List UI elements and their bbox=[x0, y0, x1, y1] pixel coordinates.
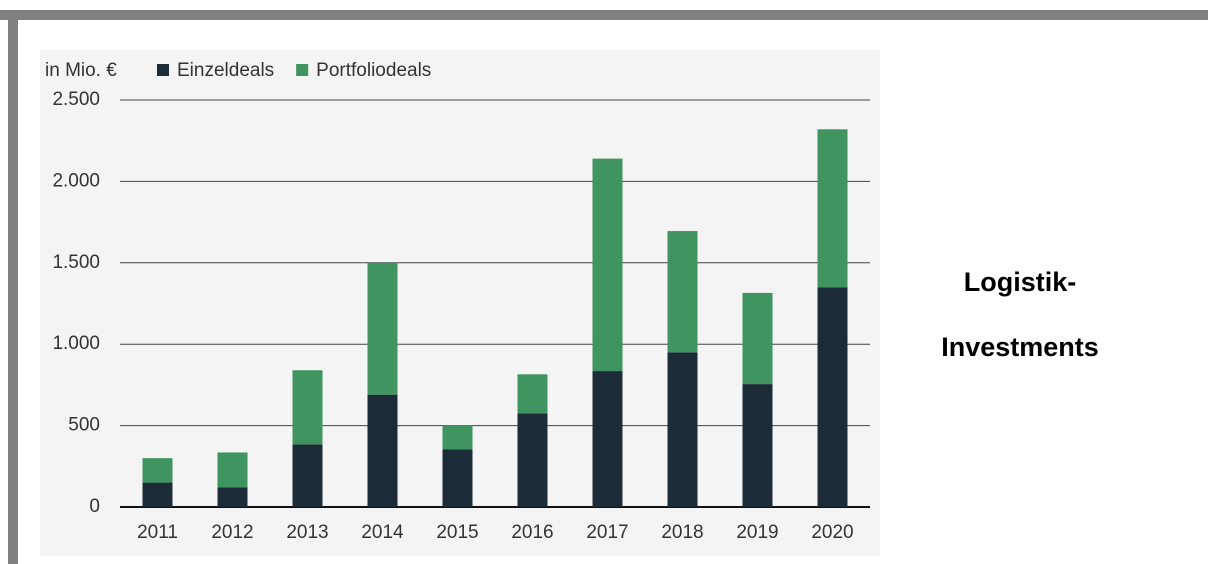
bar-segment bbox=[442, 449, 473, 507]
x-tick-label: 2012 bbox=[211, 522, 253, 543]
x-tick-label: 2020 bbox=[811, 522, 853, 543]
bar-segment bbox=[592, 158, 623, 372]
x-tick-label: 2018 bbox=[661, 522, 703, 543]
y-tick-label: 1.500 bbox=[52, 252, 100, 273]
legend-label: Einzeldeals bbox=[177, 60, 274, 81]
bar-segment bbox=[742, 384, 773, 507]
legend-label: Portfoliodeals bbox=[316, 60, 431, 81]
bar-segment bbox=[142, 458, 173, 483]
top-border bbox=[0, 10, 1208, 20]
y-tick-label: 2.500 bbox=[52, 89, 100, 110]
bar-segment bbox=[742, 292, 773, 385]
bar-segment bbox=[217, 452, 248, 488]
left-border bbox=[8, 10, 18, 564]
bar-segment bbox=[217, 487, 248, 507]
bar-segment bbox=[142, 482, 173, 507]
bar-segment bbox=[817, 129, 848, 288]
bar-segment bbox=[517, 413, 548, 507]
y-tick-label: 0 bbox=[89, 496, 100, 517]
legend-swatch bbox=[296, 64, 309, 76]
y-axis-label: in Mio. € bbox=[45, 60, 117, 81]
side-title: Investments bbox=[941, 332, 1099, 362]
x-tick-label: 2013 bbox=[286, 522, 328, 543]
bar-segment bbox=[442, 425, 473, 450]
x-tick-label: 2016 bbox=[511, 522, 553, 543]
side-title: Logistik- bbox=[964, 267, 1077, 297]
bar-segment bbox=[592, 371, 623, 507]
y-tick-label: 2.000 bbox=[52, 170, 100, 191]
bar-segment bbox=[667, 352, 698, 507]
x-tick-label: 2014 bbox=[361, 522, 404, 543]
legend-swatch bbox=[157, 64, 169, 76]
y-tick-label: 1.000 bbox=[52, 333, 100, 354]
bar-segment bbox=[367, 394, 398, 507]
x-tick-label: 2019 bbox=[736, 522, 778, 543]
x-tick-label: 2011 bbox=[137, 522, 178, 543]
bar-segment bbox=[667, 231, 698, 353]
bar-segment bbox=[817, 287, 848, 507]
bar-segment bbox=[367, 262, 398, 395]
bar-segment bbox=[292, 444, 323, 507]
y-tick-label: 500 bbox=[68, 415, 100, 436]
bar-segment bbox=[292, 370, 323, 445]
x-tick-label: 2017 bbox=[586, 522, 628, 543]
x-tick-label: 2015 bbox=[436, 522, 478, 543]
bar-segment bbox=[517, 374, 548, 414]
